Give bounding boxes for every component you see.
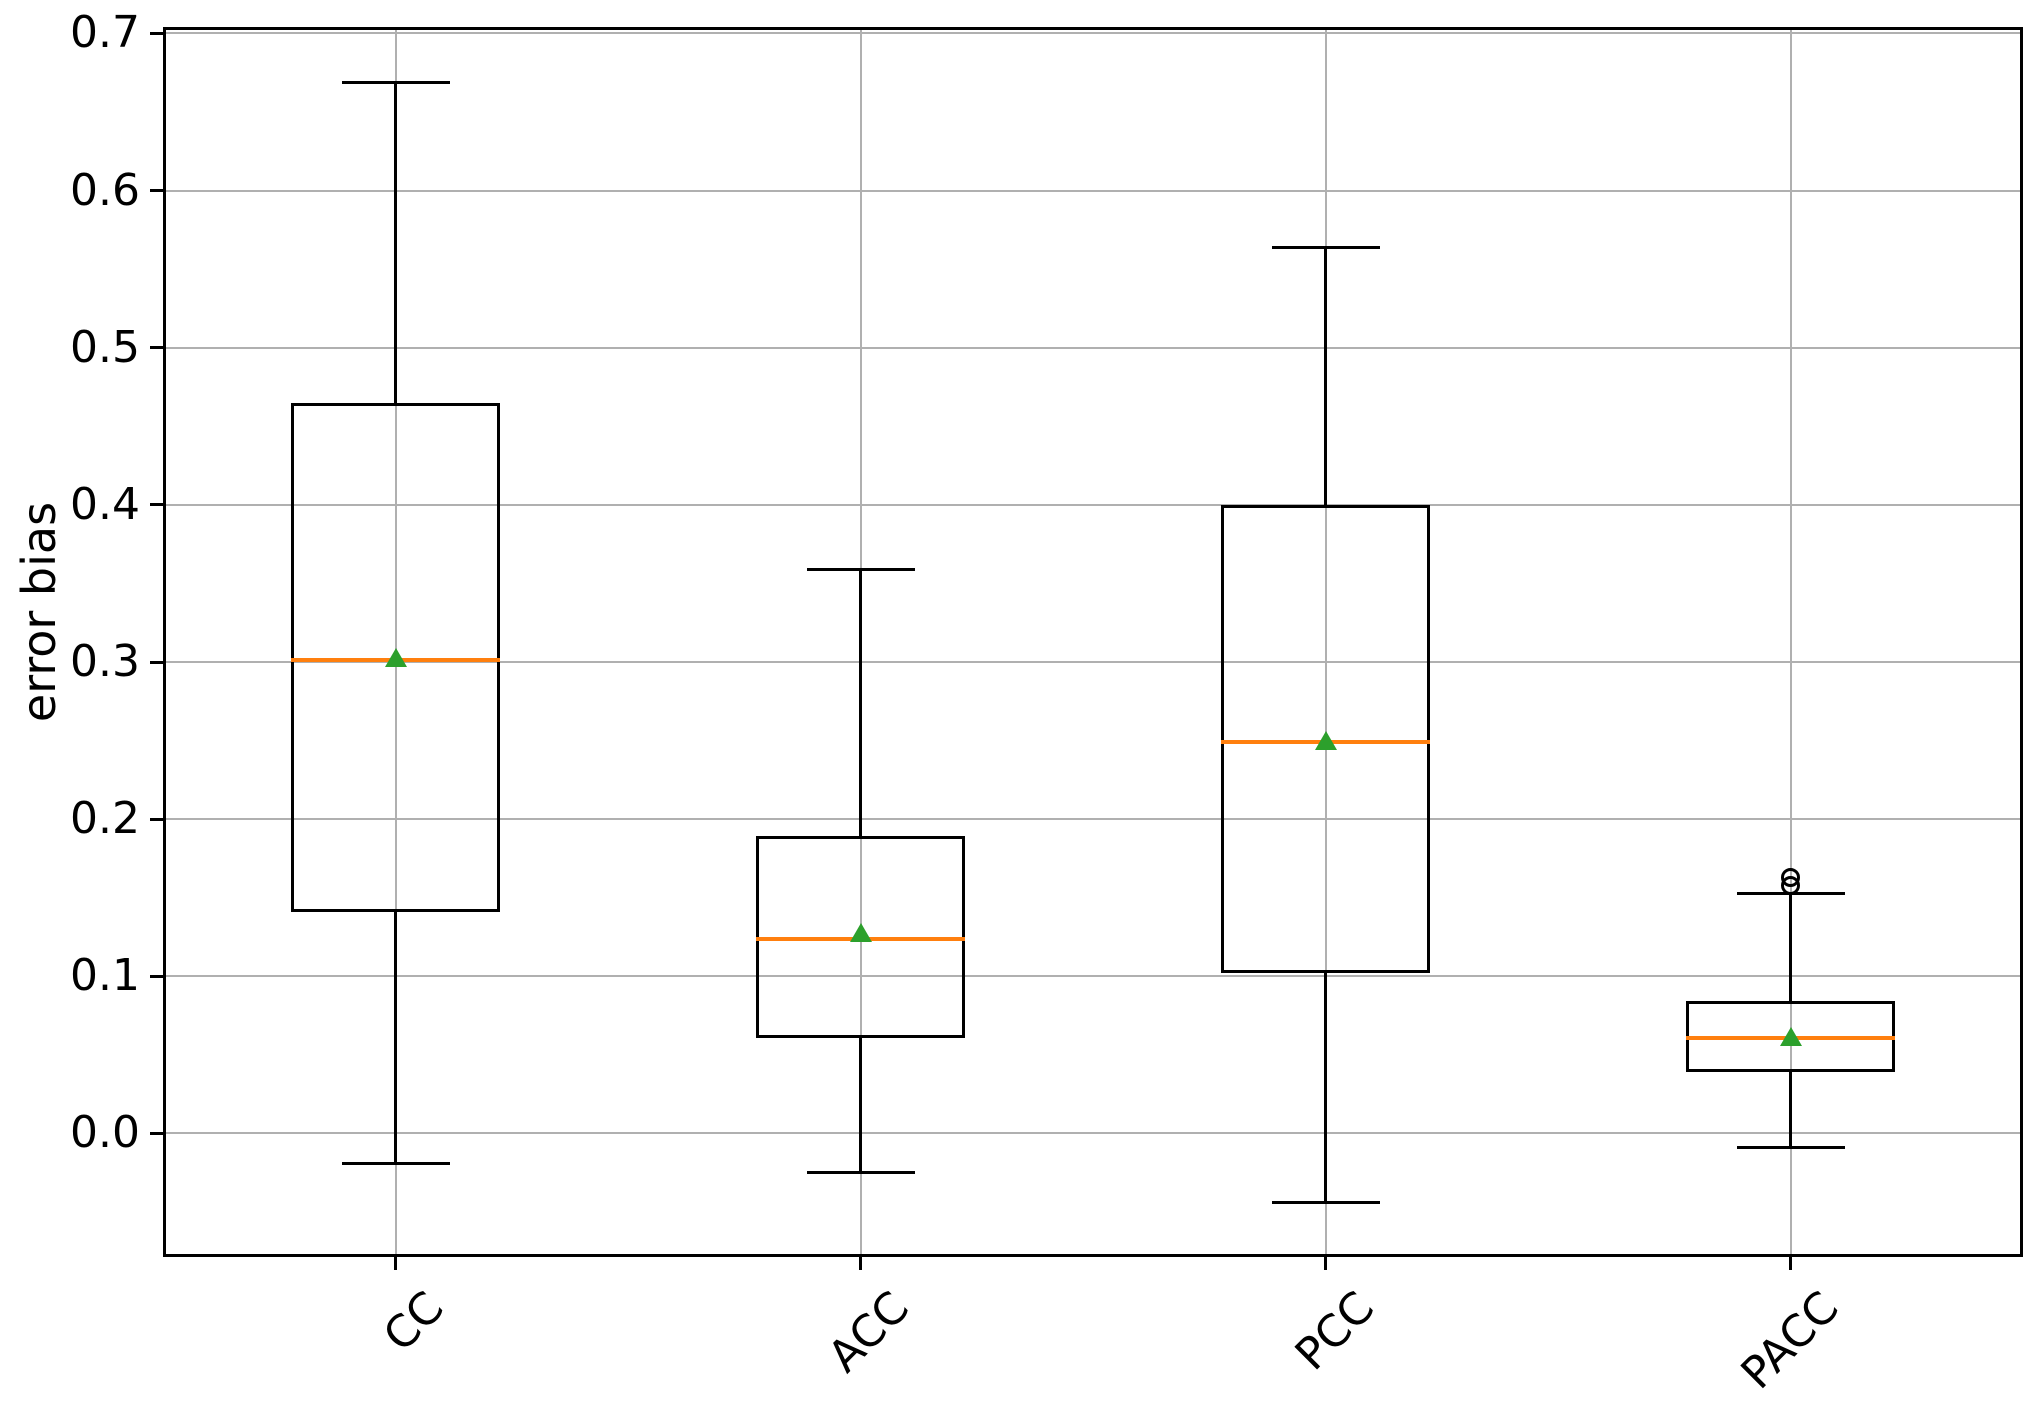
y-tick-label: 0.5 — [70, 321, 140, 373]
horizontal-gridline — [163, 32, 2023, 35]
horizontal-gridline — [163, 661, 2023, 664]
vertical-gridline — [1324, 27, 1327, 1257]
y-tick — [150, 1131, 163, 1135]
x-tick-label-CC: CC — [374, 1282, 454, 1362]
cap-upper-ACC — [806, 567, 915, 571]
y-tick — [150, 974, 163, 978]
cap-lower-PCC — [1271, 1201, 1380, 1205]
plot-frame — [163, 27, 2023, 1257]
y-tick-label: 0.3 — [70, 636, 140, 688]
y-tick-label: 0.6 — [70, 164, 140, 216]
cap-lower-CC — [341, 1161, 450, 1165]
x-tick — [1324, 1257, 1327, 1270]
whisker-lower-CC — [394, 911, 397, 1164]
whisker-lower-PACC — [1789, 1072, 1792, 1148]
cap-upper-CC — [341, 80, 450, 84]
y-tick-label: 0.2 — [70, 793, 140, 845]
horizontal-gridline — [163, 189, 2023, 192]
cap-lower-PACC — [1736, 1146, 1845, 1150]
whisker-upper-CC — [394, 82, 397, 403]
whisker-lower-ACC — [859, 1037, 862, 1173]
x-tick — [859, 1257, 862, 1270]
x-tick-label-PCC: PCC — [1285, 1282, 1384, 1381]
horizontal-gridline — [163, 503, 2023, 506]
horizontal-gridline — [163, 975, 2023, 978]
y-tick — [150, 660, 163, 664]
x-tick-label-ACC: ACC — [818, 1282, 919, 1383]
box-PCC — [1221, 504, 1430, 974]
y-tick-label: 0.4 — [70, 478, 140, 530]
mean-marker-ACC — [849, 922, 872, 942]
horizontal-gridline — [163, 346, 2023, 349]
box-CC — [291, 402, 500, 912]
outlier-PACC-1 — [1781, 875, 1800, 895]
mean-marker-CC — [384, 647, 407, 667]
x-tick-label-PACC: PACC — [1731, 1282, 1849, 1400]
horizontal-gridline — [163, 818, 2023, 821]
y-tick — [150, 31, 163, 35]
mean-marker-PCC — [1314, 731, 1337, 751]
y-tick — [150, 189, 163, 193]
y-tick-label: 0.0 — [70, 1107, 140, 1159]
horizontal-gridline — [163, 1132, 2023, 1135]
y-tick — [150, 503, 163, 507]
whisker-upper-PCC — [1324, 247, 1327, 505]
y-tick-label: 0.1 — [70, 950, 140, 1002]
y-tick — [150, 346, 163, 350]
whisker-lower-PCC — [1324, 973, 1327, 1203]
cap-lower-ACC — [806, 1171, 915, 1175]
cap-upper-PCC — [1271, 245, 1380, 249]
whisker-upper-PACC — [1789, 893, 1792, 1002]
mean-marker-PACC — [1779, 1026, 1802, 1046]
x-tick — [394, 1257, 397, 1270]
whisker-upper-ACC — [859, 569, 862, 837]
y-tick-label: 0.7 — [70, 7, 140, 59]
vertical-gridline — [394, 27, 397, 1257]
x-tick — [1789, 1257, 1792, 1270]
y-tick — [150, 817, 163, 821]
vertical-gridline — [1789, 27, 1792, 1257]
